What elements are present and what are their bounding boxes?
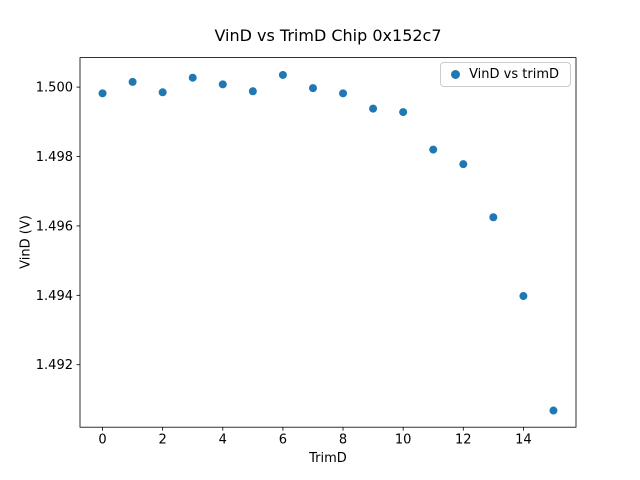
scatter-point — [128, 77, 137, 86]
scatter-point — [308, 84, 317, 93]
scatter-point — [158, 88, 167, 97]
scatter-point — [278, 70, 287, 79]
x-tick-label: 0 — [98, 433, 106, 448]
scatter-point — [218, 80, 227, 89]
y-tick-label: 1.496 — [36, 219, 73, 234]
legend-label: VinD vs trimD — [469, 67, 559, 82]
legend: VinD vs trimD — [440, 62, 571, 87]
x-tick-label: 10 — [395, 433, 412, 448]
x-tick-label: 2 — [159, 433, 167, 448]
y-tick-label: 1.498 — [36, 150, 73, 165]
x-tick-label: 4 — [219, 433, 227, 448]
scatter-point — [369, 104, 378, 113]
legend-marker-icon — [451, 70, 461, 79]
scatter-point — [489, 213, 498, 222]
y-tick-label: 1.500 — [36, 81, 73, 96]
scatter-point — [188, 73, 197, 82]
scatter-point — [549, 406, 558, 415]
scatter-point — [98, 89, 107, 98]
x-tick-label: 14 — [515, 433, 532, 448]
x-axis-label: TrimD — [309, 451, 347, 466]
scatter-point — [339, 89, 348, 98]
scatter-point — [459, 160, 468, 169]
axes-frame — [79, 57, 577, 428]
scatter-point — [248, 87, 257, 96]
x-tick-label: 8 — [339, 433, 347, 448]
y-tick-label: 1.492 — [36, 358, 73, 373]
y-axis-label: VinD (V) — [18, 215, 34, 269]
x-tick-label: 6 — [279, 433, 287, 448]
y-tick-label: 1.494 — [36, 289, 73, 304]
x-tick-label: 12 — [455, 433, 472, 448]
chart-title: VinD vs TrimD Chip 0x152c7 — [214, 26, 442, 45]
scatter-point — [429, 145, 438, 154]
scatter-point — [399, 108, 408, 117]
scatter-point — [519, 292, 528, 301]
